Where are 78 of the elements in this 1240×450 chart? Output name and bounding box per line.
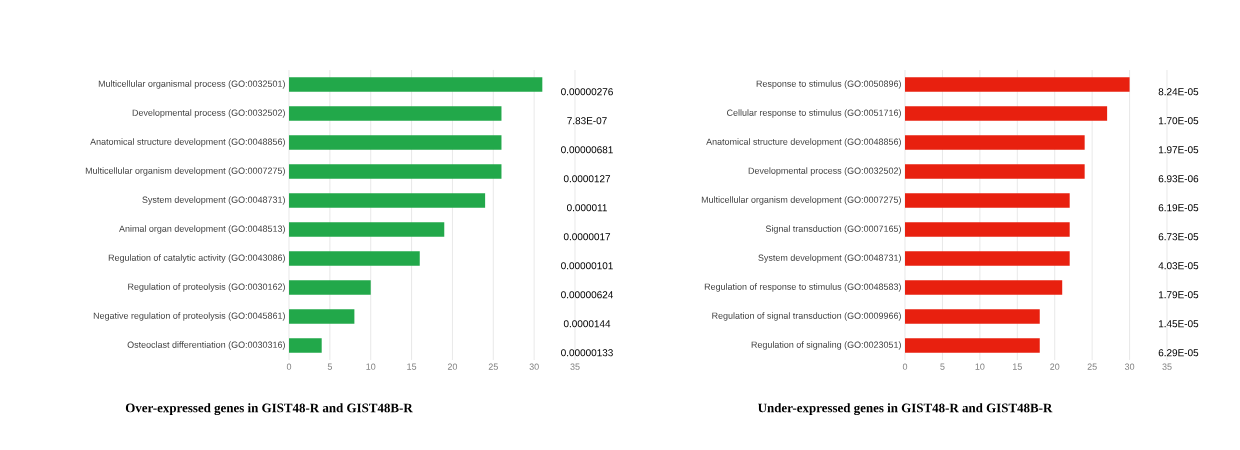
y-tick-label: Signal transduction (GO:0007165) bbox=[765, 225, 901, 234]
x-tick-label: 15 bbox=[1013, 363, 1022, 370]
text: Over-expressed genes in GIST48-R and GIST48B-R bbox=[125, 403, 413, 416]
annotation: 0.0000144 bbox=[563, 320, 611, 328]
y-tick-label: Response to stimulus (GO:0050896) bbox=[756, 80, 901, 89]
bar bbox=[289, 164, 502, 179]
annotation: 6.19E-05 bbox=[1158, 204, 1199, 212]
y-tick-label: Regulation of signal transduction (GO:0009966) bbox=[712, 312, 901, 321]
bar bbox=[289, 106, 502, 121]
bar bbox=[905, 309, 1040, 324]
bar bbox=[289, 309, 355, 324]
x-tick-label: 30 bbox=[1124, 363, 1135, 370]
annotation: 8.24E-05 bbox=[1158, 88, 1199, 96]
bar bbox=[905, 338, 1040, 353]
annotation: 0.00000681 bbox=[561, 146, 613, 154]
y-tick-label: Negative regulation of proteolysis (GO:0045861) bbox=[93, 312, 285, 321]
x-tick-label: 5 bbox=[940, 363, 945, 370]
annotation: 0.0000017 bbox=[563, 233, 611, 241]
y-tick-label: Developmental process (GO:0032502) bbox=[748, 167, 901, 176]
x-tick-label: 25 bbox=[488, 363, 498, 370]
annotation: 7.83E-07 bbox=[567, 117, 607, 125]
annotation: 0.000011 bbox=[566, 204, 607, 212]
x-tick-label: 0 bbox=[902, 363, 908, 370]
annotation: 6.29E-05 bbox=[1158, 349, 1199, 357]
y-tick-label: Multicellular organism development (GO:0007275) bbox=[701, 196, 901, 205]
bar bbox=[289, 222, 445, 237]
y-tick-label: Multicellular organism development (GO:0007275) bbox=[85, 167, 285, 176]
x-tick-label: 0 bbox=[286, 363, 292, 370]
bar bbox=[905, 135, 1085, 150]
x-tick-label: 35 bbox=[1162, 363, 1172, 370]
annotation: 0.00000276 bbox=[561, 88, 613, 96]
bar bbox=[905, 164, 1085, 179]
y-tick-label: Developmental process (GO:0032502) bbox=[132, 109, 285, 118]
bar bbox=[289, 280, 371, 295]
bar bbox=[905, 222, 1070, 237]
y-tick-label: Multicellular organismal process (GO:0032501) bbox=[98, 80, 285, 89]
annotation: 1.70E-05 bbox=[1158, 117, 1199, 125]
x-tick-label: 10 bbox=[975, 363, 985, 370]
annotation: 0.0000127 bbox=[563, 175, 611, 183]
x-tick-label: 35 bbox=[570, 363, 580, 370]
annotation: 6.73E-05 bbox=[1158, 233, 1199, 241]
annotation: 1.79E-05 bbox=[1158, 291, 1199, 299]
y-tick-label: Regulation of catalytic activity (GO:0043086) bbox=[108, 254, 285, 263]
bar bbox=[905, 251, 1070, 266]
annotation: 0.00000624 bbox=[561, 291, 614, 299]
x-tick-label: 20 bbox=[447, 363, 458, 370]
y-tick-label: Regulation of signaling (GO:0023051) bbox=[751, 341, 901, 350]
annotation: 0.00000101 bbox=[561, 262, 613, 270]
bar bbox=[289, 338, 322, 353]
bar bbox=[905, 280, 1063, 295]
y-tick-label: Regulation of response to stimulus (GO:0048583) bbox=[704, 283, 901, 292]
bar bbox=[905, 106, 1108, 121]
y-tick-label: Osteoclast differentiation (GO:0030316) bbox=[127, 341, 285, 350]
y-tick-label: System development (GO:0048731) bbox=[142, 196, 285, 205]
y-tick-label: Animal organ development (GO:0048513) bbox=[119, 225, 285, 234]
y-tick-label: System development (GO:0048731) bbox=[758, 254, 901, 263]
x-tick-label: 5 bbox=[327, 363, 332, 370]
x-tick-label: 25 bbox=[1087, 363, 1097, 370]
y-tick-label: Anatomical structure development (GO:0048856) bbox=[90, 138, 285, 147]
y-tick-label: Cellular response to stimulus (GO:0051716) bbox=[727, 109, 901, 118]
x-tick-label: 10 bbox=[366, 363, 376, 370]
x-tick-label: 20 bbox=[1050, 363, 1060, 370]
y-tick-label: Anatomical structure development (GO:0048856) bbox=[706, 138, 901, 147]
bar bbox=[905, 193, 1070, 208]
annotation: 0.00000133 bbox=[561, 349, 613, 357]
annotation: 1.45E-05 bbox=[1158, 320, 1199, 328]
y-tick-label: Regulation of proteolysis (GO:0030162) bbox=[128, 283, 285, 292]
bar bbox=[289, 193, 486, 208]
annotation: 4.03E-05 bbox=[1158, 262, 1199, 270]
bar bbox=[289, 135, 502, 150]
annotation: 6.93E-06 bbox=[1158, 175, 1199, 183]
text: Under-expressed genes in GIST48-R and GIST48B-R bbox=[758, 403, 1053, 416]
x-tick-label: 15 bbox=[407, 363, 417, 370]
annotation: 1.97E-05 bbox=[1158, 146, 1199, 154]
bar bbox=[289, 77, 543, 92]
x-tick-label: 30 bbox=[529, 363, 539, 370]
bar bbox=[905, 77, 1130, 92]
bar bbox=[289, 251, 420, 266]
